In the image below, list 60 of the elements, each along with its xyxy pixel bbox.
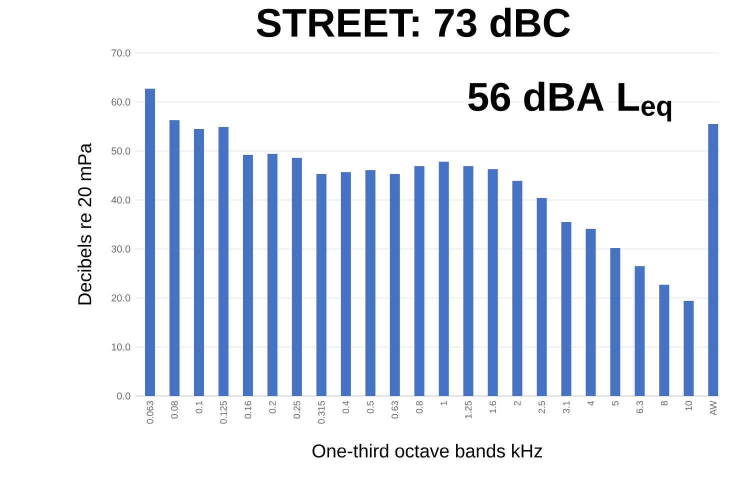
bar bbox=[390, 174, 400, 396]
x-tick-label: 2 bbox=[514, 401, 521, 406]
bar bbox=[292, 158, 302, 396]
y-tick-label: 10.0 bbox=[112, 343, 130, 351]
x-tick-label: 2.5 bbox=[538, 401, 546, 414]
x-tick-label: 0.16 bbox=[244, 401, 252, 419]
y-tick-label: 30.0 bbox=[112, 245, 130, 253]
bar bbox=[340, 172, 351, 396]
text: 56 dBA L$_{eq}$ bbox=[468, 82, 672, 122]
x-axis-title: One-third octave bands kHz bbox=[312, 444, 542, 458]
x-tick-label: 0.08 bbox=[171, 401, 178, 419]
x-tick-label: 1.6 bbox=[490, 401, 496, 413]
bar bbox=[659, 284, 670, 396]
x-tick-label: 0.1 bbox=[196, 401, 202, 414]
x-tick-label: 10 bbox=[685, 401, 692, 410]
x-tick-label: 0.63 bbox=[392, 401, 398, 419]
x-tick-label: 6.3 bbox=[636, 401, 644, 414]
x-tick-label: 0.125 bbox=[220, 401, 227, 424]
bar bbox=[414, 166, 424, 396]
bar bbox=[586, 228, 596, 396]
x-tick-label: 1 bbox=[440, 401, 448, 406]
bar bbox=[218, 126, 228, 396]
bar bbox=[169, 120, 180, 396]
bar bbox=[438, 162, 449, 396]
bar bbox=[267, 154, 278, 396]
bar bbox=[634, 266, 645, 396]
x-tick-label: 0.8 bbox=[416, 401, 423, 414]
bar bbox=[610, 248, 620, 396]
bar bbox=[512, 180, 522, 396]
x-tick-label: 0.25 bbox=[294, 401, 300, 419]
bar bbox=[194, 128, 204, 396]
y-tick-label: 40.0 bbox=[111, 196, 130, 204]
bar bbox=[708, 124, 718, 396]
x-tick-label: 8 bbox=[660, 401, 668, 406]
y-tick-label: 20.0 bbox=[112, 294, 130, 302]
bar bbox=[242, 154, 253, 396]
bar bbox=[316, 174, 326, 396]
bar bbox=[684, 300, 694, 396]
x-tick-label: 4 bbox=[588, 400, 594, 406]
bar bbox=[365, 170, 376, 396]
x-tick-label: 0.4 bbox=[342, 400, 350, 414]
x-tick-label: 0.2 bbox=[269, 401, 276, 414]
x-tick-label: 5 bbox=[612, 401, 618, 406]
chart-title: STREET: 73 dBC bbox=[256, 8, 570, 38]
x-tick-label: 1.25 bbox=[465, 401, 472, 418]
x-tick-label: 0.315 bbox=[318, 401, 325, 424]
y-axis-title: Decibels re 20 mPa bbox=[78, 143, 92, 304]
bar bbox=[561, 222, 572, 396]
bar bbox=[145, 88, 156, 396]
y-tick-label: 70.0 bbox=[112, 49, 130, 57]
y-tick-label: 60.0 bbox=[112, 98, 130, 106]
bar bbox=[463, 166, 474, 396]
bar bbox=[488, 169, 498, 396]
x-tick-label: 0.5 bbox=[367, 401, 374, 414]
y-tick-label: 50.0 bbox=[112, 147, 130, 155]
y-tick-label: 0.0 bbox=[117, 392, 130, 400]
bar bbox=[536, 198, 547, 396]
x-tick-label: 3.1 bbox=[562, 401, 570, 414]
x-tick-label: AW bbox=[710, 400, 716, 416]
x-tick-label: 0.063 bbox=[146, 401, 154, 424]
